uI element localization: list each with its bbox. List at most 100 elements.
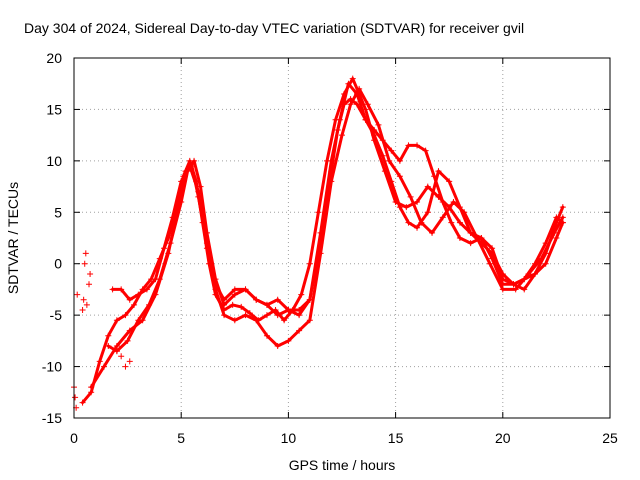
data-point — [109, 286, 116, 293]
data-point — [167, 240, 174, 247]
x-tick-label: 25 — [602, 430, 618, 446]
data-point — [315, 209, 322, 216]
data-point — [317, 240, 324, 247]
data-point — [263, 332, 270, 339]
data-point — [334, 127, 341, 133]
data-point — [450, 199, 457, 205]
data-point — [86, 281, 93, 288]
data-point — [169, 214, 176, 221]
data-point — [74, 291, 81, 298]
data-point — [296, 327, 303, 334]
data-point — [221, 296, 228, 303]
data-point — [403, 204, 410, 211]
data-point — [79, 307, 86, 313]
x-tick-label: 0 — [70, 430, 78, 446]
data-point — [72, 394, 79, 401]
data-point — [118, 286, 125, 293]
data-point — [126, 358, 133, 365]
data-point — [521, 276, 528, 283]
data-point — [424, 183, 431, 190]
data-point — [354, 101, 361, 108]
data-point — [467, 229, 474, 236]
data-point — [396, 173, 403, 180]
data-point — [135, 291, 142, 298]
data-point — [263, 312, 270, 319]
data-point — [354, 91, 361, 97]
data-point — [328, 168, 335, 175]
data-point — [422, 147, 429, 154]
data-point — [407, 193, 414, 200]
x-axis-label: GPS time / hours — [289, 457, 396, 473]
data-point — [186, 163, 193, 169]
data-point — [551, 229, 558, 236]
data-point — [339, 132, 345, 139]
data-point — [221, 301, 228, 308]
data-point — [542, 260, 549, 267]
data-point — [414, 199, 421, 205]
y-tick-label: 20 — [46, 50, 62, 66]
data-point — [396, 204, 403, 211]
data-point — [446, 178, 453, 185]
data-point — [82, 250, 89, 257]
data-point — [274, 343, 281, 349]
data-point — [435, 168, 442, 175]
data-point — [118, 353, 125, 360]
data-point — [379, 152, 386, 159]
x-axis: 0 5 10 15 20 25 — [70, 58, 618, 446]
data-point — [531, 260, 538, 267]
y-tick-label: -15 — [42, 410, 62, 426]
data-point — [431, 173, 438, 180]
data-point — [553, 235, 560, 241]
data-point — [388, 178, 395, 185]
data-point — [146, 301, 153, 308]
data-point — [347, 96, 354, 103]
data-point — [429, 229, 436, 236]
chart-title: Day 304 of 2024, Sidereal Day-to-day VTE… — [24, 20, 524, 36]
data-point — [538, 255, 545, 262]
data-point — [285, 307, 292, 313]
data-point — [439, 214, 446, 221]
data-point — [197, 183, 204, 190]
data-point — [126, 296, 133, 303]
x-tick-label: 20 — [495, 430, 511, 446]
data-point — [364, 101, 371, 108]
data-point — [101, 363, 108, 370]
series-trace-4 — [109, 96, 566, 319]
data-point — [349, 75, 356, 82]
data-point — [362, 116, 369, 123]
data-point — [510, 281, 517, 288]
data-point — [306, 296, 313, 303]
data-point — [83, 301, 90, 308]
data-point — [88, 384, 95, 391]
data-point — [143, 286, 150, 293]
data-point — [113, 348, 120, 355]
data-point — [553, 214, 560, 221]
data-point — [122, 312, 129, 319]
data-point — [414, 224, 421, 231]
data-point — [467, 240, 474, 247]
data-point — [405, 219, 412, 226]
data-point — [242, 312, 249, 319]
data-point — [296, 312, 303, 319]
x-tick-label: 10 — [281, 430, 297, 446]
isolated-points — [71, 250, 133, 411]
data-point — [456, 219, 463, 226]
data-point — [306, 317, 313, 324]
data-point — [246, 310, 253, 317]
y-tick-label: -5 — [50, 307, 63, 323]
data-point — [238, 303, 245, 310]
data-point — [253, 296, 260, 303]
data-point — [345, 80, 352, 87]
data-point — [161, 245, 168, 252]
data-point — [559, 204, 566, 211]
data-point — [489, 245, 496, 252]
series-line — [111, 97, 565, 317]
data-point — [386, 157, 393, 164]
plot-area — [71, 75, 566, 411]
data-point — [405, 142, 412, 149]
x-tick-label: 15 — [388, 430, 404, 446]
data-point — [456, 235, 463, 241]
data-point — [379, 137, 386, 144]
data-point — [478, 235, 485, 241]
y-axis: -15 -10 -5 0 5 10 15 20 — [42, 50, 610, 426]
